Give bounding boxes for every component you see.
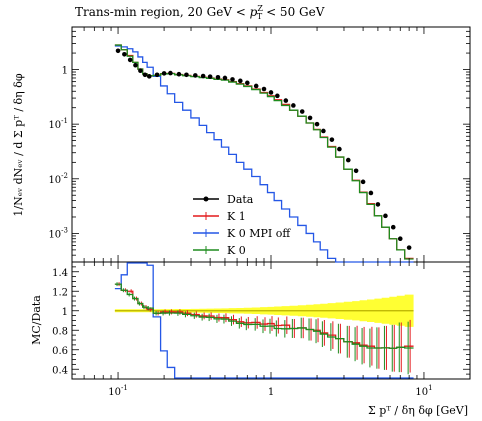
ratio-y-tick-label: 1 xyxy=(62,307,68,318)
data-point xyxy=(207,74,213,79)
x-tick-label: 101 xyxy=(415,384,432,398)
data-point xyxy=(154,72,160,78)
main-y-tick-label: 10-3 xyxy=(48,226,68,240)
x-axis-label: Σ pᵀ / δη δφ [GeV] xyxy=(368,404,468,417)
data-point xyxy=(127,57,133,63)
legend-label: K 0 xyxy=(227,244,246,257)
main-y-axis-label: 1/Nₑᵥ dNₑᵥ / d Σ pᵀ / δη δφ xyxy=(12,73,25,216)
data-point xyxy=(299,109,305,114)
ratio-y-tick-label: 1.2 xyxy=(52,287,68,298)
data-point xyxy=(383,213,388,219)
data-point xyxy=(115,48,121,54)
main-y-tick-label: 1 xyxy=(62,66,68,77)
data-point xyxy=(261,86,267,92)
ratio-series-k0 xyxy=(114,283,414,349)
data-point xyxy=(283,98,289,103)
ratio-panel-series xyxy=(114,262,414,379)
legend-label: K 0 MPI off xyxy=(227,227,291,240)
data-point xyxy=(291,103,296,108)
ratio-y-axis-label: MC/Data xyxy=(30,295,43,345)
data-point xyxy=(406,245,412,250)
legend-label: K 1 xyxy=(227,210,246,223)
data-point xyxy=(168,70,173,76)
data-point xyxy=(122,51,127,57)
data-point xyxy=(138,68,143,74)
x-tick-label: 10-1 xyxy=(108,384,128,398)
data-point xyxy=(360,179,366,185)
data-point xyxy=(307,115,313,121)
legend: Data K 1 K 0 MPI off K 0 xyxy=(193,193,291,257)
data-point xyxy=(238,78,243,84)
data-point xyxy=(275,93,280,99)
ratio-y-tick-label: 0.4 xyxy=(52,365,68,376)
data-point xyxy=(161,71,167,76)
chart-title: Trans-min region, 20 GeV < pZ T < 50 GeV xyxy=(75,4,325,21)
main-panel-series xyxy=(114,44,414,263)
main-y-tick-label: 10-1 xyxy=(48,117,68,131)
data-point xyxy=(146,74,152,79)
data-point xyxy=(397,236,403,242)
main-series-k0 xyxy=(114,44,414,260)
main-series-k0-mpi-off xyxy=(114,45,414,263)
data-point xyxy=(314,121,320,127)
ratio-y-tick-label: 1.4 xyxy=(52,268,68,279)
data-point xyxy=(215,75,221,80)
data-point xyxy=(337,146,342,152)
data-point xyxy=(353,168,359,174)
ratio-y-tick-label: 0.6 xyxy=(52,346,68,357)
data-point xyxy=(133,62,138,68)
x-tick-label: 1 xyxy=(268,387,274,398)
data-point xyxy=(345,157,351,163)
axis-ticks: 10-1 1 101 10-3 10-2 10-1 1 0.4 0.6 0.8 1 1.2 1.4 xyxy=(48,26,471,398)
data-point xyxy=(321,128,326,134)
legend-marker xyxy=(203,196,209,202)
data-point xyxy=(253,83,259,89)
legend-label: Data xyxy=(227,193,254,206)
data-point xyxy=(193,73,198,78)
data-point xyxy=(268,90,274,95)
data-point xyxy=(184,72,189,78)
data-point xyxy=(368,190,374,196)
data-point xyxy=(142,72,148,78)
data-point xyxy=(375,202,381,207)
data-point xyxy=(245,80,250,86)
data-point xyxy=(329,137,335,142)
main-y-tick-label: 10-2 xyxy=(48,172,68,186)
data-point xyxy=(176,71,182,77)
ratio-series-k0-mpi-off xyxy=(114,262,414,379)
data-point xyxy=(200,73,206,79)
data-point xyxy=(222,75,228,81)
data-point xyxy=(230,77,235,82)
ratio-y-tick-label: 0.8 xyxy=(52,326,68,337)
data-point xyxy=(390,224,396,230)
